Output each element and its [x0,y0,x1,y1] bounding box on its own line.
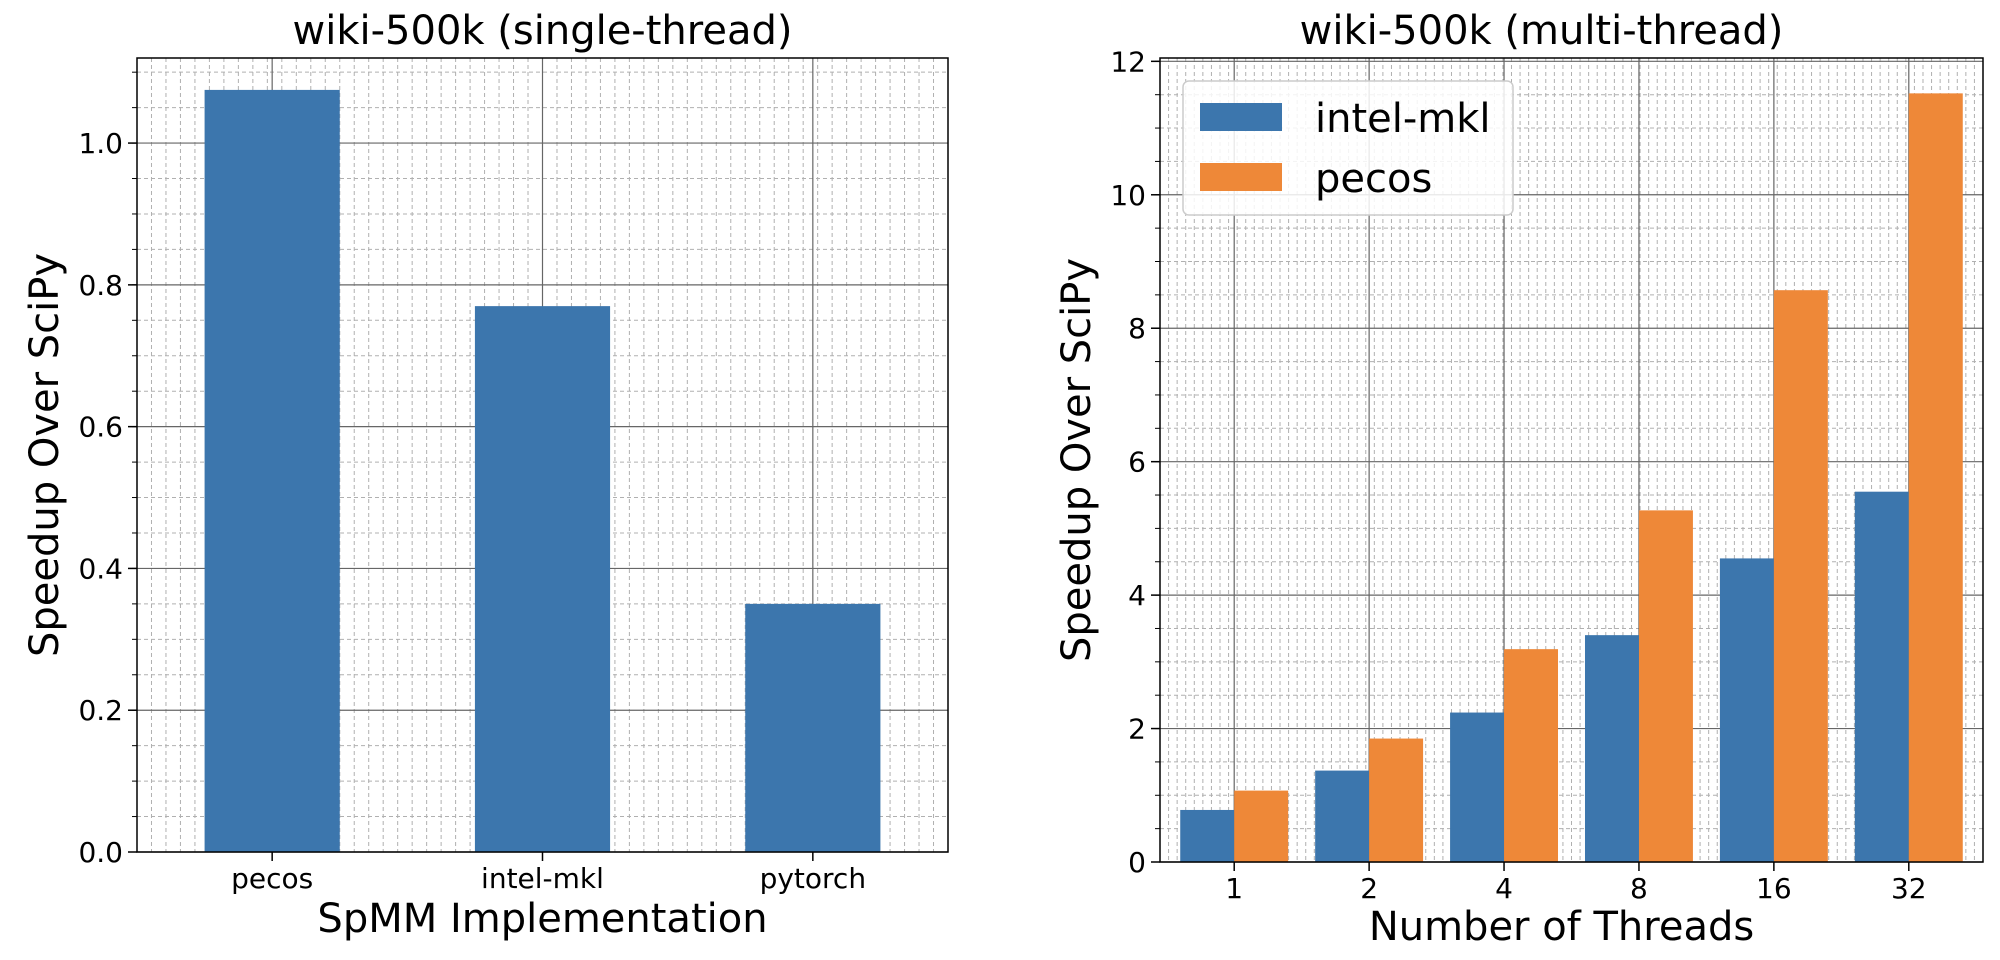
single-thread-bars [204,89,881,852]
single-thread-y-tick-label: 1.0 [78,127,123,160]
multi-thread-y-tick-label: 4 [1128,579,1146,612]
multi-thread-x-tick-label: 32 [1891,872,1927,905]
multi-thread-bars [1180,93,1963,863]
bar-intel-mkl-2 [1315,770,1370,862]
bar-pecos-1 [1234,790,1289,862]
multi-thread-y-tick-label: 0 [1128,846,1146,879]
single-thread-x-tick-label: pecos [231,862,313,895]
single-thread-x-axis-label: SpMM Implementation [317,896,767,942]
multi-thread-x-tick-label: 8 [1630,872,1648,905]
multi-thread-x-tick-label: 16 [1756,872,1792,905]
single-thread-y-tick-label: 0.6 [78,411,123,444]
single-thread-y-tick-label: 0.2 [78,694,123,727]
multi-thread-y-tick-label: 8 [1128,312,1146,345]
multi-thread-y-tick-label: 12 [1110,45,1146,78]
multi-thread-x-tick-label: 1 [1225,872,1243,905]
bar-intel-mkl [474,306,611,852]
multi-thread-y-tick-label: 10 [1110,179,1146,212]
multi-thread-x-tick-label: 4 [1495,872,1513,905]
bar-pecos-4 [1504,649,1559,862]
bar-intel-mkl-4 [1450,712,1505,862]
multi-thread-plot-frame [1159,57,1984,863]
bar-intel-mkl-16 [1719,558,1774,862]
legend-label-intel-mkl: intel-mkl [1315,96,1491,142]
multi-thread-y-tick-label: 6 [1128,446,1146,479]
bar-pecos-16 [1773,290,1828,863]
legend-swatch-pecos [1200,163,1282,191]
bar-pecos-32 [1908,93,1963,862]
bar-pecos [204,89,340,852]
legend: intel-mkl pecos [1182,80,1514,216]
bar-intel-mkl-1 [1180,809,1235,862]
single-thread-y-axis-label: Speedup Over SciPy [22,253,68,657]
multi-thread-x-axis-label: Number of Threads [1369,904,1754,950]
single-thread-title: wiki-500k (single-thread) [293,8,793,54]
bar-intel-mkl-8 [1584,635,1639,862]
single-thread-x-tick-label: intel-mkl [481,862,604,895]
legend-label-pecos: pecos [1315,156,1432,202]
bar-pytorch [745,603,881,852]
legend-swatch-intel-mkl [1200,103,1282,131]
multi-thread-title: wiki-500k (multi-thread) [1300,8,1784,54]
single-thread-y-tick-label: 0.8 [78,269,123,302]
single-thread-ticks: 0.0 0.2 0.4 0.6 0.8 1.0 pecos intel-mkl pytorch [78,71,867,895]
multi-thread-x-tick-label: 2 [1360,872,1378,905]
multi-thread-y-tick-label: 2 [1128,713,1146,746]
bar-pecos-8 [1638,510,1693,862]
bar-pecos-2 [1369,738,1424,862]
bar-intel-mkl-32 [1854,491,1909,862]
single-thread-y-tick-label: 0.0 [78,836,123,869]
single-thread-x-tick-label: pytorch [760,862,867,895]
multi-thread-y-axis-label: Speedup Over SciPy [1054,258,1100,662]
single-thread-y-tick-label: 0.4 [78,552,123,585]
